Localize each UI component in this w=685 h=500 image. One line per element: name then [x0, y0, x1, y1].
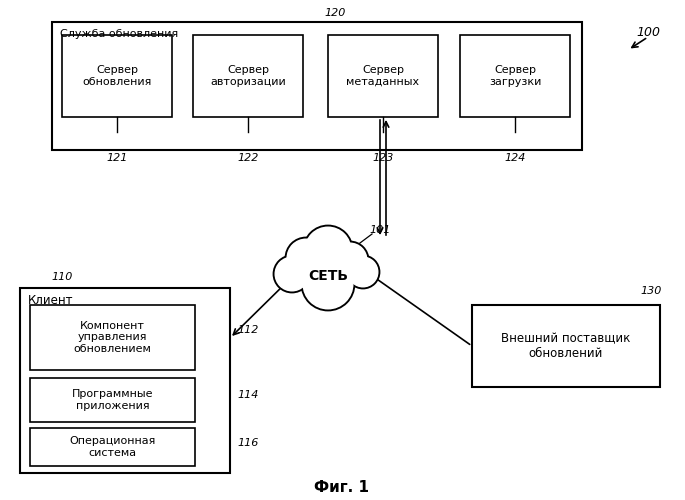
Circle shape	[275, 257, 309, 291]
Circle shape	[274, 256, 310, 292]
Circle shape	[303, 259, 353, 309]
Text: Программные
приложения: Программные приложения	[72, 389, 153, 411]
Circle shape	[332, 242, 368, 278]
Text: 120: 120	[324, 8, 346, 18]
Circle shape	[286, 238, 326, 278]
Text: Сервер
загрузки: Сервер загрузки	[489, 65, 541, 87]
Bar	[328, 35, 438, 117]
Bar	[52, 22, 582, 150]
Bar	[20, 288, 230, 473]
Text: 100: 100	[636, 26, 660, 38]
Text: СЕТЬ: СЕТЬ	[308, 269, 348, 283]
Text: Сервер
метаданных: Сервер метаданных	[347, 65, 419, 87]
Text: 124: 124	[504, 153, 525, 163]
Bar	[30, 378, 195, 422]
Bar	[30, 428, 195, 466]
Text: 112: 112	[237, 325, 258, 335]
Text: 110: 110	[51, 272, 73, 282]
Text: Внешний поставщик
обновлений: Внешний поставщик обновлений	[501, 332, 631, 360]
Text: Компонент
управления
обновлением: Компонент управления обновлением	[73, 321, 151, 354]
Text: Фиг. 1: Фиг. 1	[314, 480, 369, 496]
Circle shape	[304, 226, 352, 274]
Bar	[30, 305, 195, 370]
Text: Клиент: Клиент	[28, 294, 73, 306]
Circle shape	[302, 258, 354, 310]
Text: 122: 122	[237, 153, 259, 163]
Text: 121: 121	[106, 153, 127, 163]
Text: 130: 130	[640, 286, 662, 296]
Bar	[460, 35, 570, 117]
Text: Служба обновления: Служба обновления	[60, 29, 178, 39]
Text: 116: 116	[237, 438, 258, 448]
Text: Сервер
авторизации: Сервер авторизации	[210, 65, 286, 87]
Circle shape	[333, 243, 366, 277]
Bar	[472, 305, 660, 387]
Text: Сервер
обновления: Сервер обновления	[82, 65, 151, 87]
Circle shape	[306, 227, 351, 273]
Bar	[193, 35, 303, 117]
Text: Операционная
система: Операционная система	[69, 436, 155, 458]
Circle shape	[287, 239, 325, 277]
Bar	[62, 35, 172, 117]
Circle shape	[348, 257, 378, 287]
Circle shape	[347, 256, 379, 288]
Text: 114: 114	[237, 390, 258, 400]
Text: 101: 101	[369, 225, 390, 235]
Text: 123: 123	[373, 153, 394, 163]
